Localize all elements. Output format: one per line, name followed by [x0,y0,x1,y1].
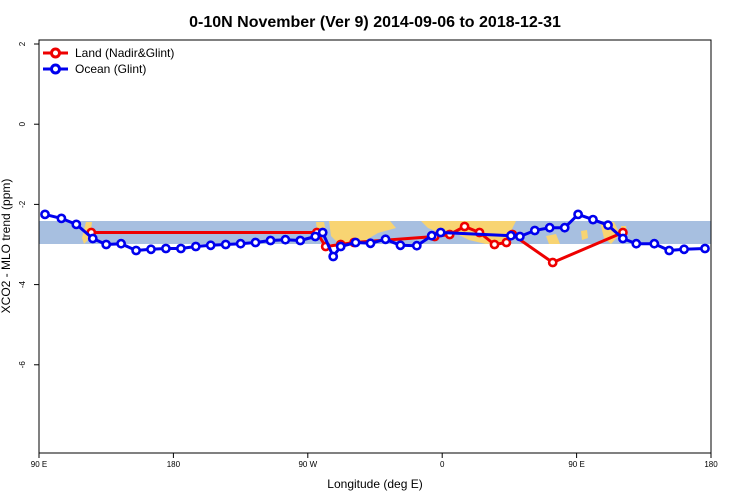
y-axis: 2 0 -2 -4 -6 [18,41,39,368]
data-point [235,238,246,249]
data-point [664,245,675,256]
data-point [205,240,216,251]
y-tick-label: 2 [18,41,27,46]
x-tick-label: 180 [167,460,181,469]
data-point [350,237,361,248]
data-point [116,238,126,249]
data-point [573,209,583,220]
data-point [700,243,710,254]
x-tick-label: 90 E [568,460,584,469]
data-point [380,234,391,245]
data-point [220,239,231,250]
data-point [588,214,598,225]
data-point [317,227,328,238]
data-point [529,225,540,236]
data-point [265,235,276,246]
y-tick-label: -6 [18,361,27,369]
y-axis-label: XCO2 - MLO trend (ppm) [0,179,13,314]
data-point [56,213,67,224]
data-point [175,243,186,254]
data-point [295,235,306,246]
x-axis: 90 E 180 90 W 0 90 E 180 [31,453,718,469]
data-point [146,244,156,255]
x-axis-label: Longitude (deg E) [327,477,422,491]
data-point [459,221,470,232]
series-layer [40,209,710,268]
data-point [328,251,339,262]
data-point [559,222,570,233]
data-point [131,245,141,256]
data-point [618,233,628,244]
legend-label-ocean: Ocean (Glint) [75,62,146,76]
data-point [365,238,376,249]
legend-marker-land [50,47,61,59]
data-point [280,234,291,245]
series-ocean [40,209,710,262]
data-point [71,219,82,230]
data-point [426,230,437,241]
data-point [515,231,525,242]
data-point [335,241,346,252]
chart-title: 0-10N November (Ver 9) 2014-09-06 to 201… [189,14,561,31]
x-tick-label: 90 W [298,460,317,469]
y-tick-label: 0 [18,121,27,126]
data-point [631,238,642,249]
data-point [544,222,555,233]
data-point [679,244,689,255]
data-point [160,243,171,254]
legend-label-land: Land (Nadir&Glint) [75,46,174,60]
data-point [190,241,201,252]
x-tick-label: 180 [704,460,718,469]
y-tick-label: -2 [18,200,27,208]
data-point [489,239,500,250]
legend: Land (Nadir&Glint) Ocean (Glint) [43,46,174,76]
data-point [501,237,512,248]
data-point [505,230,516,241]
data-point [250,237,261,248]
data-point [310,231,321,242]
data-point [87,233,98,244]
data-point [411,240,422,251]
data-point [395,240,406,251]
legend-marker-ocean [50,63,61,75]
data-point [649,238,660,249]
data-point [435,227,446,238]
x-tick-label: 0 [440,460,445,469]
x-tick-label: 90 E [31,460,47,469]
data-point [547,257,558,268]
plot-frame [38,39,712,454]
data-point [101,239,112,250]
data-point [603,220,613,231]
y-tick-label: -4 [18,280,27,288]
data-point [40,209,50,220]
